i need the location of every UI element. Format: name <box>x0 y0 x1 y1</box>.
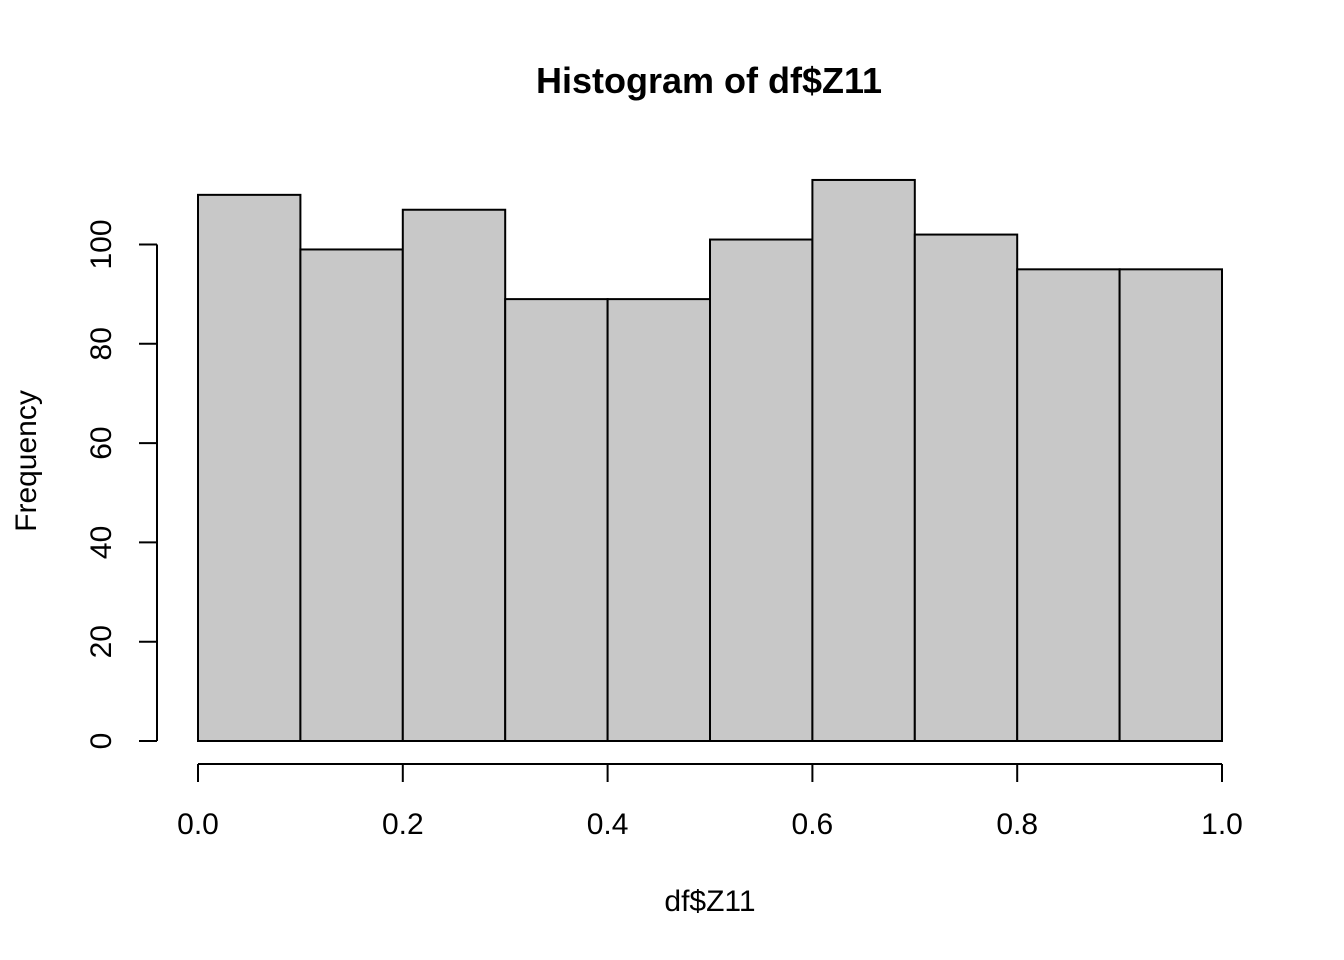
y-tick-label: 60 <box>85 426 118 459</box>
histogram-bar <box>1118 268 1223 742</box>
histogram-bar <box>401 208 507 742</box>
y-tick-label: 40 <box>85 526 118 559</box>
histogram-bar <box>811 178 916 742</box>
x-axis: 0.0 0.2 0.4 0.6 0.8 1.0 <box>177 763 1243 841</box>
y-axis: 0 20 40 60 80 100 <box>85 219 158 750</box>
x-axis-label: df$Z11 <box>664 885 755 918</box>
y-tick-label: 100 <box>85 219 118 269</box>
histogram-bar <box>197 193 302 743</box>
histogram-bar <box>606 298 711 742</box>
histogram-bar <box>1016 268 1121 742</box>
histogram-bar <box>299 248 404 742</box>
y-axis-label: Frequency <box>10 390 43 532</box>
x-tick-label: 0.0 <box>177 808 219 841</box>
y-tick-label: 80 <box>85 327 118 360</box>
x-tick-label: 1.0 <box>1201 808 1243 841</box>
y-tick-label: 20 <box>85 625 118 658</box>
histogram-bar <box>504 298 609 742</box>
histogram-bar <box>913 233 1019 742</box>
x-tick-label: 0.2 <box>382 808 424 841</box>
histogram-bar <box>709 238 814 742</box>
x-tick-label: 0.8 <box>996 808 1038 841</box>
y-tick-label: 0 <box>85 733 118 750</box>
x-tick-label: 0.6 <box>792 808 834 841</box>
x-tick-label: 0.4 <box>587 808 629 841</box>
chart-title: Histogram of df$Z11 <box>536 60 882 101</box>
bars-group <box>197 178 1223 743</box>
